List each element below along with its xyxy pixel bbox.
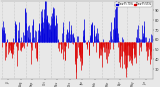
Legend: Dew Pt 70%, Dew Pt 55%: Dew Pt 70%, Dew Pt 55% xyxy=(115,2,152,7)
